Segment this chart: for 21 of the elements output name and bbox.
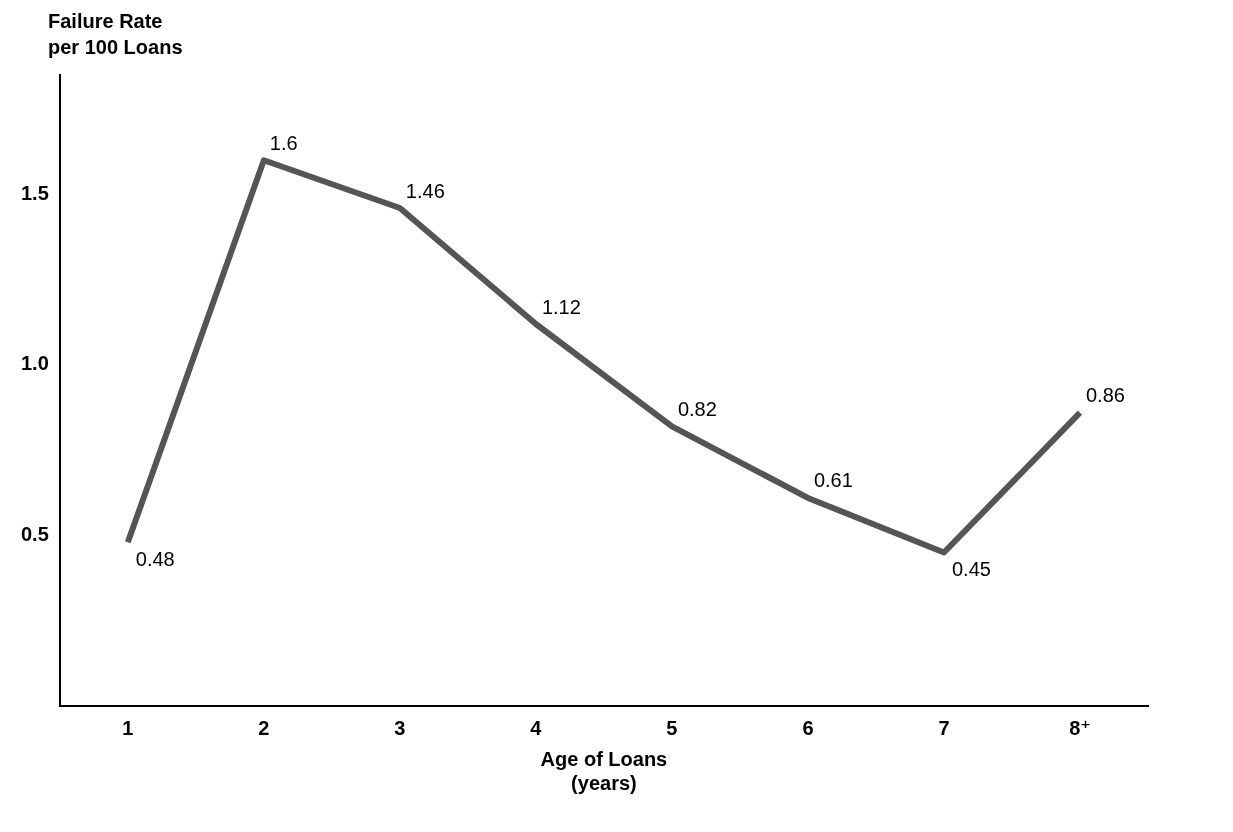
x-tick-label: 5 (666, 716, 678, 739)
data-label: 1.46 (405, 179, 445, 202)
y-tick-label: 1.5 (20, 181, 49, 204)
data-label: 1.6 (269, 131, 298, 154)
x-tick-label: 4 (530, 716, 543, 739)
y-tick-label: 1.0 (20, 352, 49, 375)
y-tick-label: 0.5 (20, 522, 49, 545)
data-label: 0.82 (677, 397, 717, 420)
data-label: 1.12 (541, 295, 581, 318)
data-label: 0.61 (813, 469, 853, 492)
data-label: 0.86 (1085, 384, 1125, 407)
x-tick-label: 6 (802, 716, 814, 739)
x-tick-label: 7 (938, 716, 950, 739)
data-label: 0.45 (951, 558, 991, 581)
data-label: 0.48 (135, 547, 175, 570)
x-axis-title: Age of Loans (years) (540, 747, 668, 794)
x-tick-label: 2 (258, 716, 270, 739)
y-axis-title: Failure Rate per 100 Loans (48, 9, 184, 60)
x-tick-label: 1 (122, 716, 134, 739)
x-tick-label: 8⁺ (1069, 716, 1091, 739)
x-tick-label: 3 (394, 716, 406, 739)
